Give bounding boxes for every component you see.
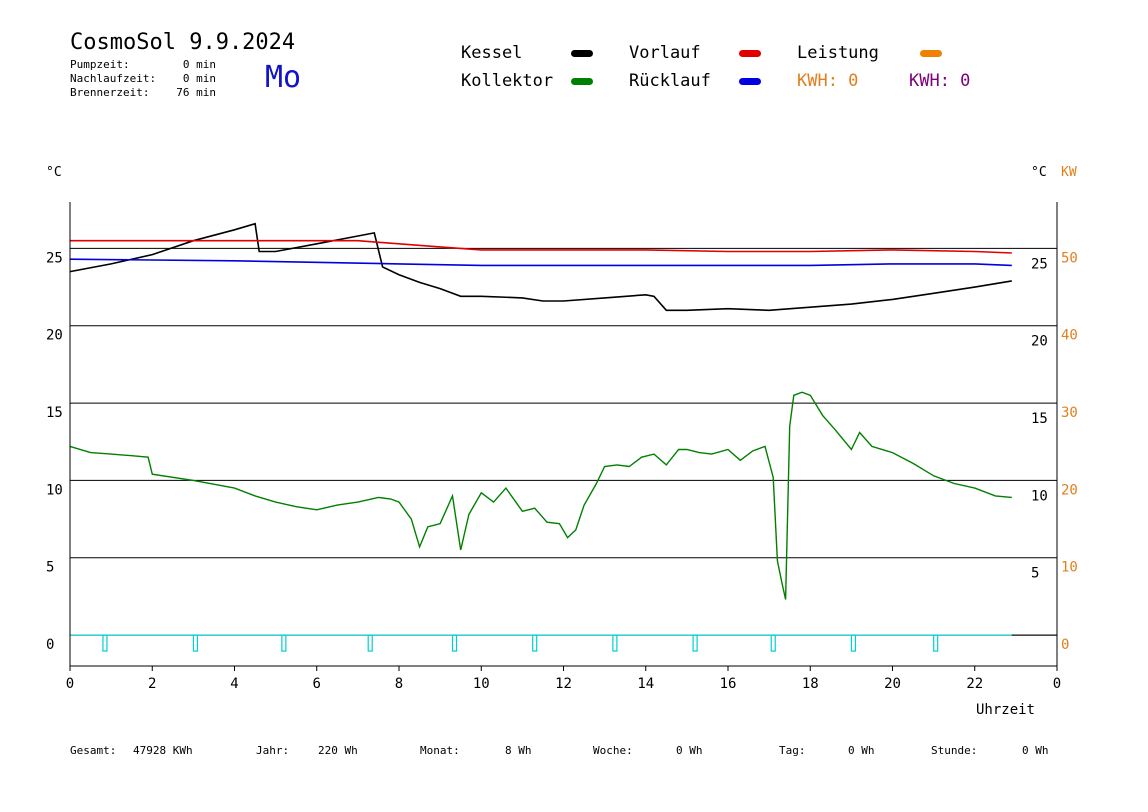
x-tick-11: 22 [966,676,983,692]
x-tick-6: 12 [555,676,572,692]
x-tick-5: 10 [473,676,490,692]
left-tick-5: 5 [46,560,54,576]
x-tick-10: 20 [884,676,901,692]
footer-stunde-value: 0 Wh [1022,744,1049,757]
right-power-tick-40: 40 [1061,328,1078,344]
x-tick-4: 8 [395,676,403,692]
left-axis-unit: °C [46,165,62,180]
pulse-5 [532,634,538,652]
footer-jahr-value: 220 Wh [318,744,358,757]
nachlaufzeit-value: 0 min [182,72,216,85]
x-tick-9: 18 [802,676,819,692]
legend-kessel-swatch [571,50,593,57]
right-temp-tick-25: 25 [1031,256,1048,272]
x-axis-label: Uhrzeit [976,702,1035,718]
left-tick-25: 25 [46,250,63,266]
legend-kwh-orange: KWH: 0 [797,71,859,91]
series-rcklauf-line [69,258,1012,267]
pulse-2 [281,634,287,652]
legend-leistung-label: Leistung [797,43,879,63]
pulse-0 [102,634,108,652]
right-power-tick-20: 20 [1061,482,1078,498]
pulse-6 [612,634,618,652]
footer-gesamt-value: 47928 KWh [133,744,193,757]
legend-ruecklauf-label: Rücklauf [629,71,711,91]
x-tick-12: 0 [1053,676,1061,692]
footer-tag-value: 0 Wh [848,744,875,757]
pulse-1 [192,634,199,652]
right-axis-unit-temp: °C [1031,165,1047,180]
footer-woche-value: 0 Wh [676,744,703,757]
footer-tag-label: Tag: [779,744,806,757]
right-power-tick-30: 30 [1061,405,1078,421]
left-tick-10: 10 [46,482,63,498]
x-tick-3: 6 [313,676,321,692]
x-tick-8: 16 [720,676,737,692]
x-tick-0: 0 [66,676,74,692]
right-temp-tick-15: 15 [1031,411,1048,427]
pulse-8 [770,634,776,652]
left-tick-20: 20 [46,328,63,344]
x-tick-1: 2 [148,676,156,692]
pulse-10 [933,634,939,652]
brennerzeit-value: 76 min [176,86,216,99]
footer-gesamt-label: Gesamt: [70,744,117,757]
legend-ruecklauf-swatch [739,78,761,85]
right-power-tick-0: 0 [1061,637,1069,653]
footer-monat-label: Monat: [420,744,460,757]
left-tick-0: 0 [46,637,54,653]
legend-kollektor-label: Kollektor [461,71,554,91]
pulse-4 [451,634,458,652]
series-vorlauf-line [70,239,1012,254]
x-tick-2: 4 [230,676,238,692]
right-temp-tick-10: 10 [1031,488,1048,504]
legend-kessel-label: Kessel [461,43,523,63]
legend-kollektor-swatch [571,78,593,85]
right-axis-unit-power: KW [1061,165,1077,180]
legend-leistung-swatch [920,50,942,57]
series-kessel-line [69,222,1012,312]
series-kollektor-line [69,391,1012,600]
chart-title: CosmoSol 9.9.2024 [70,30,296,55]
legend-vorlauf-swatch [739,50,761,57]
footer-woche-label: Woche: [593,744,633,757]
right-power-tick-50: 50 [1061,250,1078,266]
right-temp-tick-5: 5 [1031,566,1039,582]
legend-kwh-purple: KWH: 0 [909,71,971,91]
footer-stunde-label: Stunde: [931,744,978,757]
weekday-label: Mo [265,60,302,95]
right-temp-tick-20: 20 [1031,334,1048,350]
pulse-7 [692,634,698,652]
pulse-9 [850,634,857,652]
pumpzeit-label: Pumpzeit: [70,58,130,71]
footer-jahr-label: Jahr: [256,744,290,757]
right-power-tick-10: 10 [1061,560,1078,576]
nachlaufzeit-label: Nachlaufzeit: [70,72,157,85]
pumpzeit-value: 0 min [182,58,216,71]
x-tick-7: 14 [637,676,654,692]
left-tick-15: 15 [46,405,63,421]
pulse-3 [367,634,373,652]
legend-vorlauf-label: Vorlauf [629,43,701,63]
footer-monat-value: 8 Wh [505,744,532,757]
brennerzeit-label: Brennerzeit: [70,86,150,99]
